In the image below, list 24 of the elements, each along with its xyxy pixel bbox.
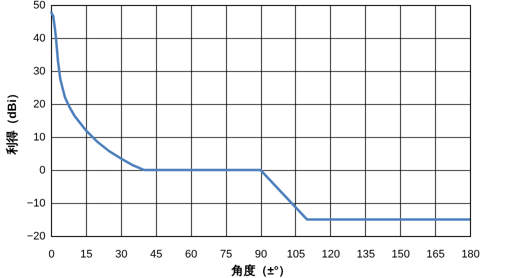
x-axis-title: 角度（±°） (230, 264, 291, 278)
x-tick-label: 135 (356, 248, 375, 260)
x-tick-label: 45 (150, 248, 162, 260)
x-tick-label: 75 (220, 248, 232, 260)
y-tick-label: 20 (33, 98, 46, 110)
x-tick-label: 0 (48, 248, 55, 260)
y-tick-label: −10 (26, 198, 46, 210)
x-tick-label: 15 (80, 248, 93, 260)
x-tick-label: 120 (322, 248, 340, 260)
y-tick-label: 0 (39, 164, 46, 176)
x-tick-label: 30 (115, 248, 128, 260)
x-tick-label: 90 (254, 248, 268, 260)
y-tick-label: 40 (33, 32, 46, 44)
x-tick-label: 150 (391, 248, 410, 260)
x-tick-label: 105 (286, 248, 306, 260)
x-tick-label: 165 (426, 248, 445, 260)
y-tick-label: 30 (33, 66, 46, 78)
y-axis-title: 利得（dBi） (4, 87, 19, 156)
y-tick-label: 50 (33, 0, 46, 12)
x-tick-label: 60 (185, 248, 198, 260)
x-tick-label: 180 (461, 248, 480, 260)
y-tick-label: −20 (26, 230, 46, 242)
line-series (50, 10, 472, 221)
y-tick-label: 10 (33, 132, 46, 144)
